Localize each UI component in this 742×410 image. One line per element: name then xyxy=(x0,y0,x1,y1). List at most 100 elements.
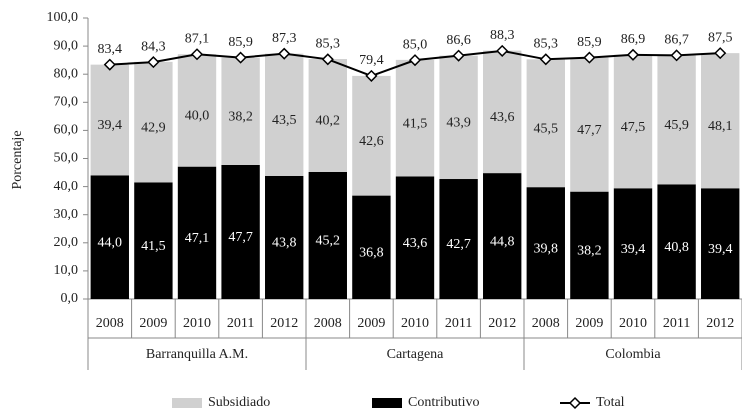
value-label: 84,3 xyxy=(141,39,166,54)
value-label: 85,9 xyxy=(577,35,602,50)
bar xyxy=(701,188,740,299)
bar xyxy=(221,164,260,299)
value-label: 39,4 xyxy=(621,242,646,257)
bar xyxy=(570,57,609,192)
y-tick-label: 80,0 xyxy=(54,66,79,81)
line-marker xyxy=(626,48,640,61)
legend-label: Total xyxy=(596,395,625,410)
x-tick-label: 2008 xyxy=(96,316,124,331)
legend-swatch xyxy=(568,396,582,410)
value-label: 88,3 xyxy=(490,28,515,43)
y-tick-label: 90,0 xyxy=(54,38,79,53)
x-tick-label: 2008 xyxy=(314,316,342,331)
value-label: 43,6 xyxy=(490,110,515,125)
value-label: 43,8 xyxy=(272,236,297,251)
value-label: 41,5 xyxy=(403,116,428,131)
y-tick-label: 70,0 xyxy=(54,95,79,110)
line-marker xyxy=(539,53,552,66)
y-tick-label: 50,0 xyxy=(54,151,79,166)
value-label: 39,4 xyxy=(708,242,733,257)
value-label: 47,5 xyxy=(621,120,646,135)
x-tick-label: 2009 xyxy=(357,316,385,331)
x-tick-label: 2008 xyxy=(532,316,560,331)
bar xyxy=(221,57,260,165)
group-label: Colombia xyxy=(605,347,661,362)
y-tick-label: 0,0 xyxy=(61,291,79,306)
value-label: 87,5 xyxy=(708,30,733,45)
bar xyxy=(526,187,565,299)
y-axis-title: Porcentaje xyxy=(10,130,25,189)
value-label: 41,5 xyxy=(141,239,166,254)
line-marker xyxy=(714,47,727,60)
value-label: 85,0 xyxy=(403,37,428,52)
y-tick-label: 100,0 xyxy=(47,10,79,25)
value-label: 44,0 xyxy=(98,235,123,250)
bar xyxy=(701,53,740,189)
value-label: 85,9 xyxy=(228,35,253,50)
value-label: 47,7 xyxy=(577,123,602,138)
value-label: 85,3 xyxy=(316,37,341,52)
value-label: 43,6 xyxy=(403,236,428,251)
bar xyxy=(352,195,391,299)
value-label: 83,4 xyxy=(98,42,123,57)
bar xyxy=(657,55,696,185)
line-marker xyxy=(583,51,596,64)
y-tick-label: 20,0 xyxy=(54,235,79,250)
line-marker xyxy=(234,51,247,64)
line-marker xyxy=(496,44,509,57)
bar xyxy=(177,166,217,299)
x-tick-label: 2012 xyxy=(488,316,516,331)
legend-label: Subsidiado xyxy=(208,395,270,410)
line-marker xyxy=(103,58,116,71)
x-tick-label: 2010 xyxy=(183,316,211,331)
y-tick-label: 60,0 xyxy=(54,123,79,138)
x-tick-label: 2010 xyxy=(401,316,429,331)
value-label: 40,8 xyxy=(664,240,689,255)
legend-label: Contributivo xyxy=(408,395,480,410)
group-label: Barranquilla A.M. xyxy=(146,347,248,362)
bar xyxy=(265,175,304,299)
bar xyxy=(265,53,304,176)
value-label: 45,5 xyxy=(534,121,559,136)
group-label: Cartagena xyxy=(387,347,445,362)
x-tick-label: 2011 xyxy=(663,316,690,331)
bar xyxy=(308,171,347,299)
value-label: 38,2 xyxy=(228,110,253,125)
y-tick-label: 30,0 xyxy=(54,207,79,222)
bar xyxy=(657,184,696,299)
value-label: 40,2 xyxy=(316,114,341,129)
value-label: 38,2 xyxy=(577,244,602,259)
x-tick-label: 2012 xyxy=(706,316,734,331)
value-label: 86,7 xyxy=(664,33,689,48)
bar xyxy=(308,59,347,172)
x-tick-label: 2009 xyxy=(575,316,603,331)
bar xyxy=(395,176,435,299)
value-label: 47,1 xyxy=(185,231,210,246)
value-label: 42,9 xyxy=(141,120,166,135)
value-label: 45,2 xyxy=(316,234,341,249)
value-label: 39,8 xyxy=(534,241,559,256)
value-label: 40,0 xyxy=(185,109,210,124)
line-marker xyxy=(190,48,204,61)
value-label: 79,4 xyxy=(359,53,384,68)
y-tick-label: 10,0 xyxy=(54,263,79,278)
value-label: 87,3 xyxy=(272,31,297,46)
bar xyxy=(177,54,217,167)
bar xyxy=(134,182,173,299)
value-label: 39,4 xyxy=(98,118,123,133)
value-label: 42,6 xyxy=(359,134,384,149)
value-label: 42,7 xyxy=(446,237,471,252)
value-label: 86,6 xyxy=(446,33,471,48)
line-marker xyxy=(452,49,465,62)
x-tick-label: 2011 xyxy=(227,316,254,331)
bar xyxy=(90,175,129,299)
y-tick-label: 40,0 xyxy=(54,179,79,194)
value-label: 48,1 xyxy=(708,119,733,134)
value-label: 45,9 xyxy=(664,118,689,133)
bar xyxy=(134,61,173,183)
x-tick-label: 2009 xyxy=(139,316,167,331)
bar xyxy=(613,54,653,189)
bar xyxy=(570,191,609,299)
line-marker xyxy=(365,69,378,82)
